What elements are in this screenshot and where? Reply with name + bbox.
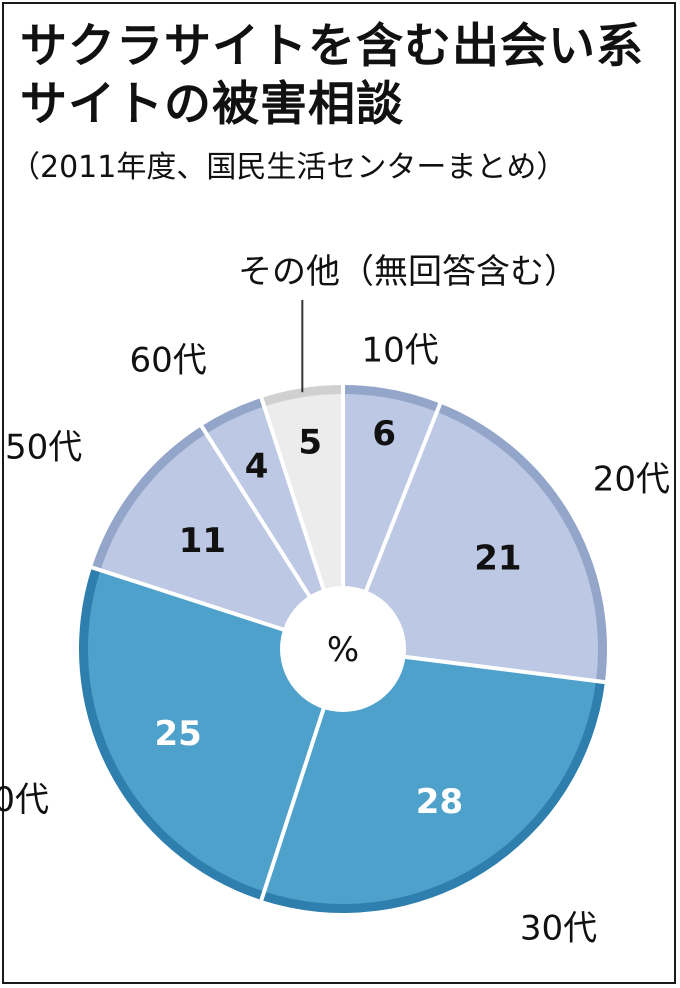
category-label-1: 20代 [593, 459, 670, 499]
pie-slice-3 [87, 570, 343, 892]
category-label-5: 60代 [129, 340, 206, 380]
chart-subtitle: （2011年度、国民生活センターまとめ） [10, 150, 567, 185]
pie-slice-2 [264, 649, 596, 904]
pie-slice-5 [206, 406, 343, 649]
pie-slice-4 [100, 433, 343, 649]
category-label-3: 40代 [0, 780, 49, 820]
value-label-4: 11 [179, 521, 226, 561]
pie-center-hole [280, 586, 406, 712]
value-label-2: 28 [416, 782, 463, 822]
category-label-2: 30代 [520, 909, 597, 949]
value-label-1: 21 [474, 538, 521, 578]
unit-label: % [327, 630, 359, 670]
category-label-0: 10代 [362, 330, 439, 370]
category-label-4: 50代 [5, 428, 82, 468]
value-label-3: 25 [154, 714, 201, 754]
chart-title-line-2: サイトの被害相談 [20, 77, 404, 132]
value-label-5: 4 [245, 446, 269, 486]
chart-title-line-1: サクラサイトを含む出会い系 [20, 19, 644, 74]
pie-slice-1 [343, 411, 598, 681]
category-label-6: その他（無回答含む） [238, 252, 578, 292]
value-label-6: 5 [298, 423, 322, 463]
value-label-0: 6 [372, 414, 396, 454]
chart-title: サクラサイトを含む出会い系 サイトの被害相談 [20, 18, 660, 134]
